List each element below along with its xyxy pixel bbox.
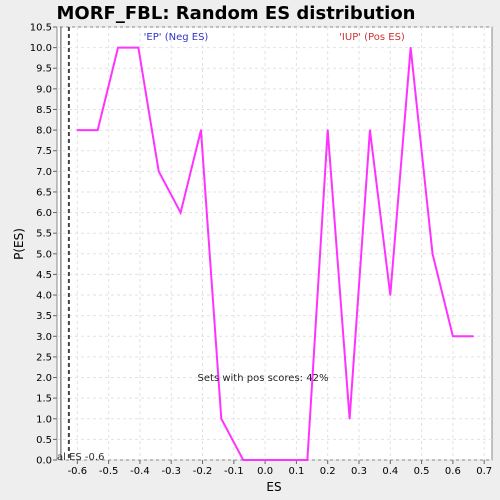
data-point	[431, 253, 434, 255]
y-tick-label: 1.0	[36, 414, 52, 425]
pos-es-label: 'IUP' (Pos ES)	[339, 32, 405, 43]
x-tick-label: 0.6	[445, 466, 461, 477]
data-point	[306, 459, 309, 461]
x-tick-label: 0.7	[476, 466, 492, 477]
y-tick-label: 7.0	[36, 167, 52, 178]
data-point	[348, 417, 351, 420]
x-tick-label: -0.3	[161, 466, 181, 477]
data-point	[117, 46, 119, 49]
y-tick-label: 3.0	[36, 332, 52, 343]
x-axis-label: ES	[266, 480, 281, 494]
data-point	[179, 211, 182, 214]
x-tick-label: 0.0	[257, 466, 273, 477]
y-tick-label: 8.0	[36, 126, 52, 137]
series-layer	[76, 46, 475, 461]
y-tick-label: 10.5	[30, 23, 52, 34]
y-tick-label: 6.5	[36, 187, 52, 198]
data-point	[137, 46, 140, 49]
data-point	[369, 129, 371, 131]
data-point	[220, 417, 223, 420]
y-tick-label: 9.5	[36, 64, 52, 75]
x-tick-label: -0.6	[68, 466, 88, 477]
actual-es-label: al ES -0.6	[57, 452, 104, 463]
y-tick-label: 7.5	[36, 146, 52, 157]
x-tick-label: 0.2	[320, 466, 336, 477]
data-point	[326, 129, 329, 131]
y-tick-label: 2.0	[36, 373, 52, 384]
y-tick-label: 0.5	[36, 435, 52, 446]
axis-layer: 0.0 0.5 1.0 1.5 2.0 2.5 3.0 3.5 4.0 4.5 5.0 5.5 6.0 6…	[30, 23, 492, 478]
chart-title: MORF_FBL: Random ES distribution	[56, 3, 415, 24]
y-tick-label: 2.5	[36, 352, 52, 363]
series-line	[77, 46, 474, 461]
x-tick-label: 0.5	[414, 466, 430, 477]
data-point	[389, 294, 392, 296]
x-tick-label: 0.4	[382, 466, 398, 477]
data-point	[472, 335, 475, 338]
data-point	[452, 335, 454, 338]
data-point	[76, 129, 79, 131]
y-tick-label: 4.5	[36, 270, 52, 281]
y-axis-label: P(ES)	[12, 228, 26, 260]
y-tick-label: 5.5	[36, 229, 52, 240]
y-tick-label: 5.0	[36, 249, 52, 260]
data-point	[200, 129, 202, 131]
data-point	[284, 459, 287, 461]
data-point	[96, 129, 99, 131]
y-tick-label: 8.5	[36, 105, 52, 116]
plot-background	[56, 26, 493, 461]
neg-es-label: 'EP' (Neg ES)	[144, 32, 209, 43]
data-point	[157, 170, 160, 173]
x-tick-label: -0.5	[99, 466, 119, 477]
y-tick-label: 6.0	[36, 208, 52, 219]
annotation-layer	[60, 27, 70, 460]
data-point	[264, 459, 266, 461]
y-tick-label: 1.5	[36, 394, 52, 405]
x-tick-label: 0.3	[351, 466, 367, 477]
x-tick-label: 0.1	[288, 466, 304, 477]
y-tick-label: 9.0	[36, 84, 52, 95]
data-point	[409, 46, 412, 49]
y-tick-label: 10.0	[30, 43, 52, 54]
y-tick-label: 0.0	[36, 456, 52, 467]
y-tick-label: 3.5	[36, 311, 52, 322]
grid-layer	[57, 26, 492, 461]
data-point	[242, 459, 245, 461]
x-tick-label: -0.1	[224, 466, 244, 477]
x-tick-label: -0.2	[193, 466, 213, 477]
x-tick-label: -0.4	[130, 466, 150, 477]
y-tick-label: 4.0	[36, 291, 52, 302]
sets-pos-scores-label: Sets with pos scores: 42%	[198, 373, 329, 384]
